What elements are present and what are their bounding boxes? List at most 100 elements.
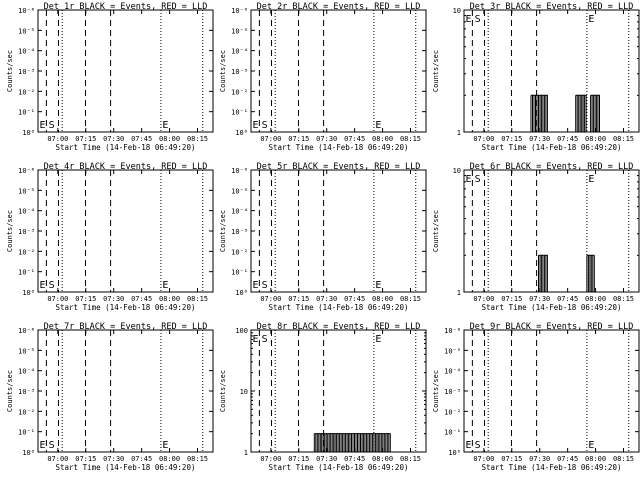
x-tick-label: 07:15 bbox=[501, 295, 522, 303]
y-tick-label: 10⁻³ bbox=[18, 68, 35, 76]
x-tick-label: 07:15 bbox=[75, 295, 96, 303]
x-tick-label: 07:00 bbox=[47, 135, 68, 143]
y-tick-label: 10⁻³ bbox=[18, 388, 35, 396]
x-tick-label: 07:30 bbox=[316, 135, 337, 143]
plot-frame bbox=[463, 169, 640, 293]
panel-title: Det 1r BLACK = Events, RED = LLD bbox=[44, 2, 208, 12]
x-tick-label: 07:15 bbox=[501, 455, 522, 463]
panel-det8r: Det 8r BLACK = Events, RED = LLD Counts/s… bbox=[219, 322, 427, 472]
y-tick-label: 10⁻¹ bbox=[231, 269, 248, 277]
panel-det1r: Det 1r BLACK = Events, RED = LLD Counts/s… bbox=[6, 2, 214, 152]
y-tick-label: 10⁻¹ bbox=[18, 109, 35, 117]
panel-det5r: Det 5r BLACK = Events, RED = LLD Counts/s… bbox=[219, 162, 427, 312]
marker-e: E bbox=[588, 440, 594, 451]
x-tick-label: 08:15 bbox=[613, 455, 634, 463]
x-tick-label: 07:00 bbox=[260, 455, 281, 463]
y-tick-label: 10⁻⁶ bbox=[18, 327, 35, 335]
y-axis-label: Counts/sec bbox=[219, 370, 227, 412]
y-tick-label: 10⁰ bbox=[22, 289, 35, 297]
x-tick-label: 08:00 bbox=[159, 455, 180, 463]
marker-e: E bbox=[253, 334, 259, 345]
x-tick-label: 07:15 bbox=[75, 455, 96, 463]
y-tick-label: 10⁻² bbox=[18, 408, 35, 416]
panel-det9r: Det 9r BLACK = Events, RED = LLD Counts/s… bbox=[432, 322, 640, 472]
y-tick-label: 10⁻² bbox=[231, 88, 248, 96]
y-tick-label: 1 bbox=[457, 129, 461, 137]
y-tick-label: 10⁻⁵ bbox=[18, 347, 35, 355]
y-tick-label: 10⁻¹ bbox=[231, 109, 248, 117]
y-tick-label: 10⁰ bbox=[235, 289, 248, 297]
panel-title: Det 7r BLACK = Events, RED = LLD bbox=[44, 322, 208, 332]
y-axis-label: Counts/sec bbox=[432, 210, 440, 252]
marker-s: S bbox=[262, 120, 268, 131]
x-tick-label: 07:45 bbox=[344, 135, 365, 143]
x-tick-label: 07:15 bbox=[501, 135, 522, 143]
marker-e: E bbox=[588, 14, 594, 25]
event-burst bbox=[590, 94, 600, 132]
x-axis-label: Start Time (14-Feb-18 06:49:20) bbox=[56, 303, 196, 312]
y-tick-label: 10⁻⁴ bbox=[18, 368, 35, 376]
x-tick-label: 07:15 bbox=[288, 135, 309, 143]
x-tick-label: 07:45 bbox=[557, 295, 578, 303]
panel-title: Det 9r BLACK = Events, RED = LLD bbox=[470, 322, 634, 332]
x-tick-label: 07:30 bbox=[529, 135, 550, 143]
y-axis-label: Counts/sec bbox=[6, 50, 14, 92]
x-tick-label: 07:15 bbox=[288, 455, 309, 463]
x-tick-label: 08:00 bbox=[159, 135, 180, 143]
y-tick-label: 10⁻² bbox=[18, 88, 35, 96]
marker-s: S bbox=[262, 280, 268, 291]
x-tick-label: 07:00 bbox=[47, 295, 68, 303]
y-tick-label: 10⁻⁵ bbox=[18, 27, 35, 35]
marker-e: E bbox=[40, 120, 46, 131]
x-tick-label: 08:00 bbox=[585, 455, 606, 463]
x-tick-label: 08:15 bbox=[400, 455, 421, 463]
x-tick-label: 07:30 bbox=[103, 455, 124, 463]
x-axis-label: Start Time (14-Feb-18 06:49:20) bbox=[269, 463, 409, 472]
event-burst bbox=[586, 254, 595, 292]
x-tick-label: 07:45 bbox=[344, 455, 365, 463]
y-tick-label: 10⁻⁶ bbox=[444, 327, 461, 335]
y-tick-label: 10⁻² bbox=[444, 408, 461, 416]
plot-frame bbox=[37, 169, 214, 293]
y-tick-label: 10⁻⁴ bbox=[231, 208, 248, 216]
marker-e: E bbox=[40, 280, 46, 291]
marker-s: S bbox=[262, 334, 268, 345]
y-tick-label: 10⁻² bbox=[231, 248, 248, 256]
x-tick-label: 07:45 bbox=[557, 135, 578, 143]
plot-frame bbox=[463, 9, 640, 133]
x-tick-label: 07:45 bbox=[131, 455, 152, 463]
x-tick-label: 08:00 bbox=[585, 295, 606, 303]
x-tick-label: 07:00 bbox=[260, 295, 281, 303]
x-axis-label: Start Time (14-Feb-18 06:49:20) bbox=[56, 463, 196, 472]
y-tick-label: 10⁻¹ bbox=[444, 429, 461, 437]
plot-frame bbox=[37, 329, 214, 453]
y-tick-label: 10⁻⁶ bbox=[231, 7, 248, 15]
x-axis-label: Start Time (14-Feb-18 06:49:20) bbox=[482, 303, 622, 312]
y-tick-label: 1 bbox=[244, 449, 248, 457]
marker-e: E bbox=[162, 280, 168, 291]
y-tick-label: 10⁻⁴ bbox=[18, 48, 35, 56]
marker-e: E bbox=[466, 174, 472, 185]
panel-det3r: Det 3r BLACK = Events, RED = LLD Counts/s… bbox=[432, 2, 640, 152]
y-tick-label: 10⁰ bbox=[22, 129, 35, 137]
y-tick-label: 10⁻⁶ bbox=[18, 167, 35, 175]
marker-e: E bbox=[375, 280, 381, 291]
panel-title: Det 5r BLACK = Events, RED = LLD bbox=[257, 162, 421, 172]
x-tick-label: 08:00 bbox=[372, 295, 393, 303]
panel-title: Det 3r BLACK = Events, RED = LLD bbox=[470, 2, 634, 12]
y-tick-label: 10⁻⁴ bbox=[444, 368, 461, 376]
y-tick-label: 10 bbox=[240, 388, 248, 396]
x-tick-label: 07:00 bbox=[473, 135, 494, 143]
x-tick-label: 08:15 bbox=[613, 295, 634, 303]
x-tick-label: 07:45 bbox=[557, 455, 578, 463]
x-axis-label: Start Time (14-Feb-18 06:49:20) bbox=[269, 143, 409, 152]
marker-e: E bbox=[253, 280, 259, 291]
y-tick-label: 10⁻⁵ bbox=[444, 347, 461, 355]
x-tick-label: 08:15 bbox=[400, 135, 421, 143]
marker-s: S bbox=[49, 440, 55, 451]
x-tick-label: 08:00 bbox=[372, 135, 393, 143]
marker-e: E bbox=[162, 440, 168, 451]
panel-det4r: Det 4r BLACK = Events, RED = LLD Counts/s… bbox=[6, 162, 214, 312]
y-tick-label: 10 bbox=[453, 167, 461, 175]
y-tick-label: 10⁰ bbox=[448, 449, 461, 457]
